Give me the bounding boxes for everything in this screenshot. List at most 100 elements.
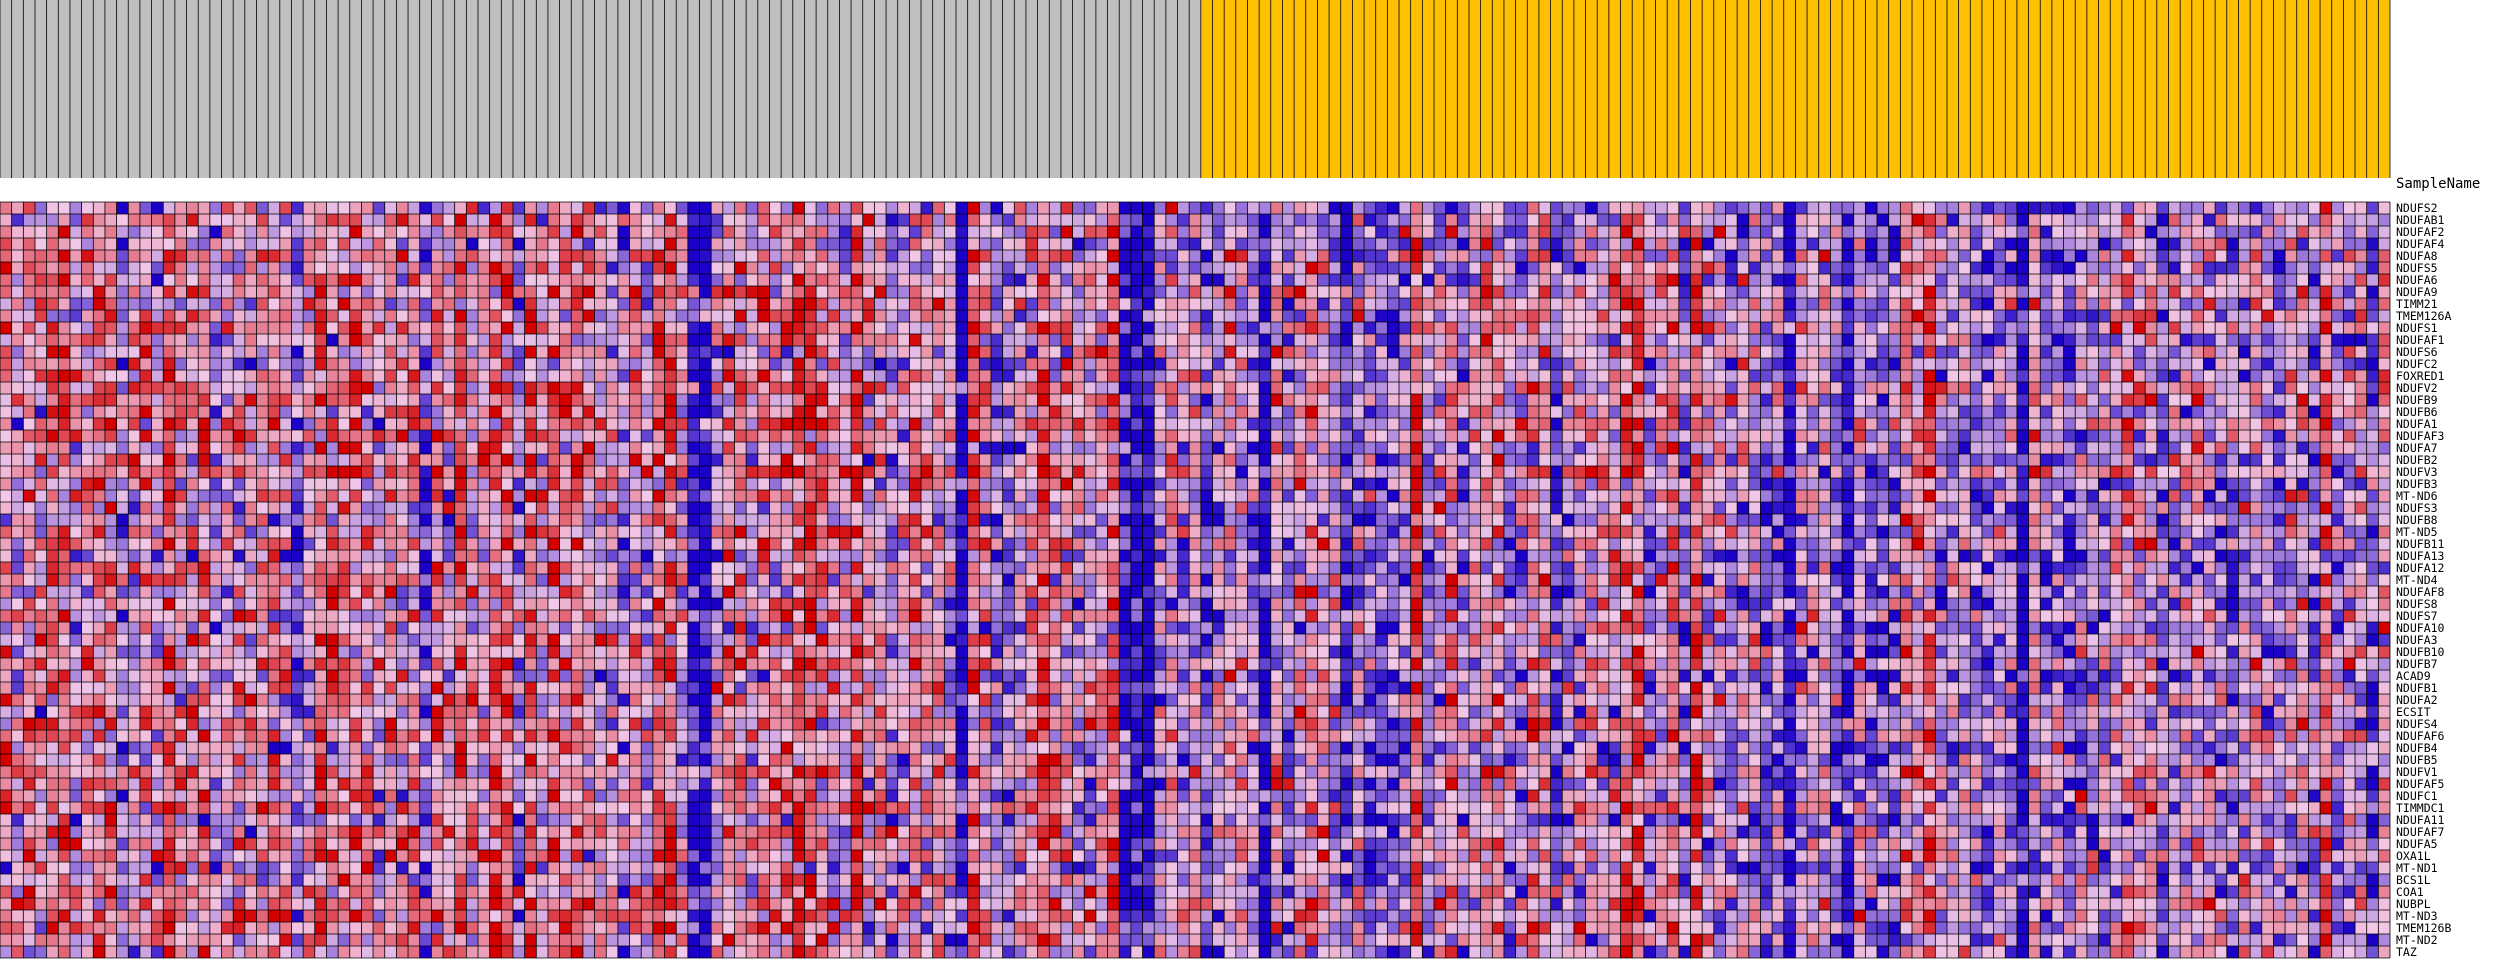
heatmap-cell [186, 382, 199, 394]
heatmap-cell [2250, 286, 2262, 298]
heatmap-cell [536, 382, 548, 394]
heatmap-cell [454, 226, 467, 238]
heatmap-cell [1049, 466, 1061, 478]
heatmap-cell [2285, 454, 2297, 466]
heatmap-cell [279, 454, 292, 466]
heatmap-cell [711, 286, 723, 298]
heatmap-cell [116, 406, 129, 418]
heatmap-cell [34, 466, 47, 478]
heatmap-cell [1527, 406, 1539, 418]
heatmap-cell [1853, 226, 1866, 238]
heatmap-cell [1760, 394, 1773, 406]
heatmap-cell [116, 346, 129, 358]
heatmap-cell [1970, 382, 1982, 394]
heatmap-cell [1678, 406, 1691, 418]
heatmap-cell [81, 346, 94, 358]
heatmap-cell [2308, 298, 2321, 310]
heatmap-cell [1597, 322, 1609, 334]
heatmap-cell [582, 430, 595, 442]
heatmap-cell [1480, 394, 1493, 406]
heatmap-cell [792, 466, 805, 478]
heatmap-cell [1678, 226, 1691, 238]
heatmap-cell [2005, 310, 2017, 322]
heatmap-cell [2203, 298, 2216, 310]
heatmap-cell [1084, 310, 1096, 322]
heatmap-cell [1923, 214, 1936, 226]
heatmap-cell [2040, 346, 2052, 358]
heatmap-cell [2285, 466, 2297, 478]
heatmap-cell [1294, 358, 1306, 370]
heatmap-cell [1294, 286, 1306, 298]
heatmap-cell [1259, 238, 1271, 250]
heatmap-cell [2005, 226, 2017, 238]
heatmap-cell [1165, 346, 1178, 358]
heatmap-cell [2063, 250, 2076, 262]
heatmap-cell [1620, 310, 1633, 322]
heatmap-cell [1725, 298, 1738, 310]
heatmap-cell [2308, 466, 2321, 478]
heatmap-cell [1037, 406, 1050, 418]
heatmap-cell [139, 466, 152, 478]
heatmap-cell [1107, 202, 1120, 214]
heatmap-cell [1037, 418, 1050, 430]
heatmap-cell [1480, 238, 1493, 250]
heatmap-cell [2086, 310, 2099, 322]
heatmap-cell [1259, 274, 1271, 286]
heatmap-cell [2366, 418, 2379, 430]
heatmap-cell [1259, 430, 1271, 442]
heatmap-cell [2238, 406, 2251, 418]
heatmap-cell [2063, 262, 2076, 274]
heatmap-cell [1317, 298, 1330, 310]
heatmap-cell [1259, 226, 1271, 238]
heatmap-cell [2238, 250, 2251, 262]
heatmap-cell [23, 202, 35, 214]
heatmap-cell [1037, 322, 1050, 334]
heatmap-cell [617, 298, 630, 310]
heatmap-cell [163, 238, 175, 250]
heatmap-cell [1480, 418, 1493, 430]
heatmap-cell [1772, 346, 1784, 358]
heatmap-cell [1585, 406, 1598, 418]
heatmap-cell [1608, 238, 1621, 250]
heatmap-cell [1643, 382, 1656, 394]
sample-header-cell [2285, 0, 2297, 178]
heatmap-cell [652, 286, 665, 298]
heatmap-cell [1457, 298, 1469, 310]
heatmap-cell [1503, 466, 1516, 478]
heatmap-cell [2191, 298, 2204, 310]
heatmap-cell [443, 370, 455, 382]
heatmap-cell [512, 310, 525, 322]
heatmap-cell [1865, 346, 1878, 358]
heatmap-cell [1014, 358, 1026, 370]
heatmap-cell [839, 442, 852, 454]
heatmap-cell [1783, 262, 1796, 274]
heatmap-cell [559, 202, 572, 214]
heatmap-cell [1480, 346, 1493, 358]
heatmap-cell [104, 226, 117, 238]
heatmap-cell [1772, 394, 1784, 406]
heatmap-cell [1235, 310, 1248, 322]
heatmap-cell [2145, 262, 2157, 274]
heatmap-cell [93, 394, 105, 406]
heatmap-cell [1981, 238, 1994, 250]
heatmap-cell [501, 346, 513, 358]
heatmap-cell [384, 478, 397, 490]
heatmap-cell [536, 358, 548, 370]
heatmap-cell [1340, 430, 1353, 442]
heatmap-cell [769, 322, 782, 334]
heatmap-cell [1853, 346, 1866, 358]
heatmap-cell [81, 286, 94, 298]
heatmap-cell [1620, 442, 1633, 454]
heatmap-cell [1165, 262, 1178, 274]
heatmap-cell [582, 334, 595, 346]
heatmap-cell [1154, 394, 1166, 406]
heatmap-cell [1095, 382, 1108, 394]
heatmap-cell [1305, 310, 1318, 322]
heatmap-cell [851, 226, 863, 238]
heatmap-cell [2063, 406, 2076, 418]
heatmap-cell [1608, 274, 1621, 286]
heatmap-cell [746, 214, 758, 226]
heatmap-cell [466, 346, 478, 358]
heatmap-cell [408, 286, 420, 298]
heatmap-cell [1888, 430, 1901, 442]
